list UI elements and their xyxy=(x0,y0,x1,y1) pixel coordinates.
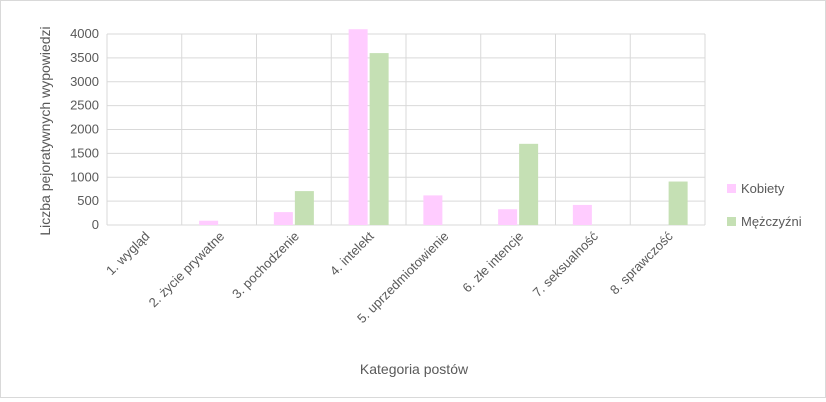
bar-mezczyzni xyxy=(294,191,314,225)
y-axis-title: Liczba pejoratywnych wypowiedzi xyxy=(37,26,53,235)
bar-kobiety xyxy=(199,220,219,225)
bar-kobiety xyxy=(273,212,293,225)
x-axis-title: Kategoria postów xyxy=(360,361,469,377)
bar-mezczyzni xyxy=(668,181,688,225)
y-tick-label: 500 xyxy=(77,193,99,208)
bar-kobiety xyxy=(572,204,592,225)
bar-kobiety xyxy=(498,209,518,225)
y-tick-label: 2500 xyxy=(70,98,99,113)
x-tick-label: 8. sprawczość xyxy=(607,228,676,297)
legend-swatch xyxy=(727,217,736,226)
bar-mezczyzni xyxy=(519,143,539,225)
x-tick-label: 2. życie prywatne xyxy=(146,229,228,311)
y-tick-label: 3500 xyxy=(70,50,99,65)
legend-swatch xyxy=(727,184,736,193)
bars xyxy=(199,29,688,225)
bar-kobiety xyxy=(423,195,443,225)
x-tick-label: 4. intelekt xyxy=(327,228,377,278)
gridlines xyxy=(106,33,706,226)
y-tick-label: 0 xyxy=(92,217,99,232)
y-tick-label: 1500 xyxy=(70,145,99,160)
x-tick-label: 6. złe intencje xyxy=(459,229,526,296)
y-tick-labels: 0 500 1000 1500 2000 2500 3000 3500 4000 xyxy=(70,26,99,232)
bar-kobiety xyxy=(348,29,368,225)
y-tick-label: 2000 xyxy=(70,122,99,137)
bar-mezczyzni xyxy=(369,53,389,225)
y-tick-label: 3000 xyxy=(70,74,99,89)
legend-label: Mężczyźni xyxy=(741,214,802,229)
x-tick-label: 7. seksualność xyxy=(530,228,602,300)
legend-label: Kobiety xyxy=(741,181,785,196)
x-tick-label: 3. pochodzenie xyxy=(229,229,302,302)
x-tick-label: 1. wygląd xyxy=(103,229,152,278)
y-tick-label: 1000 xyxy=(70,169,99,184)
legend: Kobiety Mężczyźni xyxy=(727,181,802,229)
y-tick-label: 4000 xyxy=(70,26,99,41)
